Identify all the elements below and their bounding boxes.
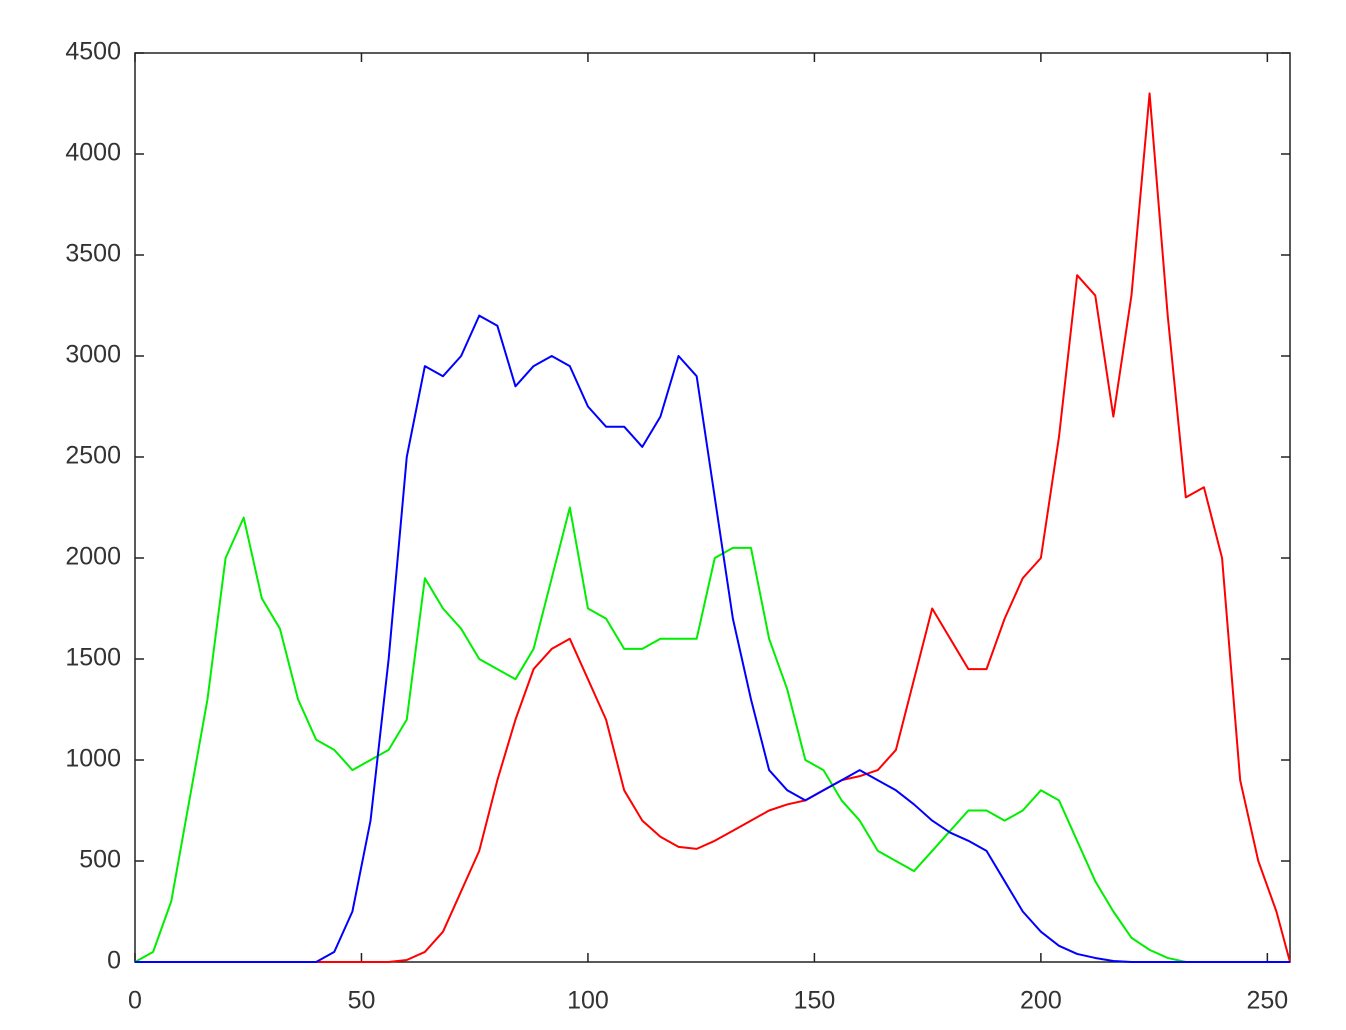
y-tick-label: 500 xyxy=(79,846,121,874)
y-tick-label: 4500 xyxy=(65,38,121,66)
x-tick-label: 150 xyxy=(794,987,836,1015)
series-line xyxy=(135,92,1291,963)
y-tick-label: 0 xyxy=(107,947,121,975)
plot-frame xyxy=(134,52,1291,963)
y-tick-label: 4000 xyxy=(65,139,121,167)
x-tick-label: 100 xyxy=(567,987,609,1015)
series-line xyxy=(135,314,1290,963)
x-tick-label: 50 xyxy=(348,987,376,1015)
y-tick-label: 2000 xyxy=(65,543,121,571)
y-tick-label: 1500 xyxy=(65,644,121,672)
y-tick-label: 3500 xyxy=(65,240,121,268)
x-tick-label: 200 xyxy=(1020,987,1062,1015)
x-tick-label: 0 xyxy=(128,987,142,1015)
series-line xyxy=(134,506,1290,963)
y-tick-label: 2500 xyxy=(65,442,121,470)
y-tick-label: 1000 xyxy=(65,745,121,773)
y-tick-label: 3000 xyxy=(65,341,121,369)
x-tick-label: 250 xyxy=(1246,987,1288,1015)
